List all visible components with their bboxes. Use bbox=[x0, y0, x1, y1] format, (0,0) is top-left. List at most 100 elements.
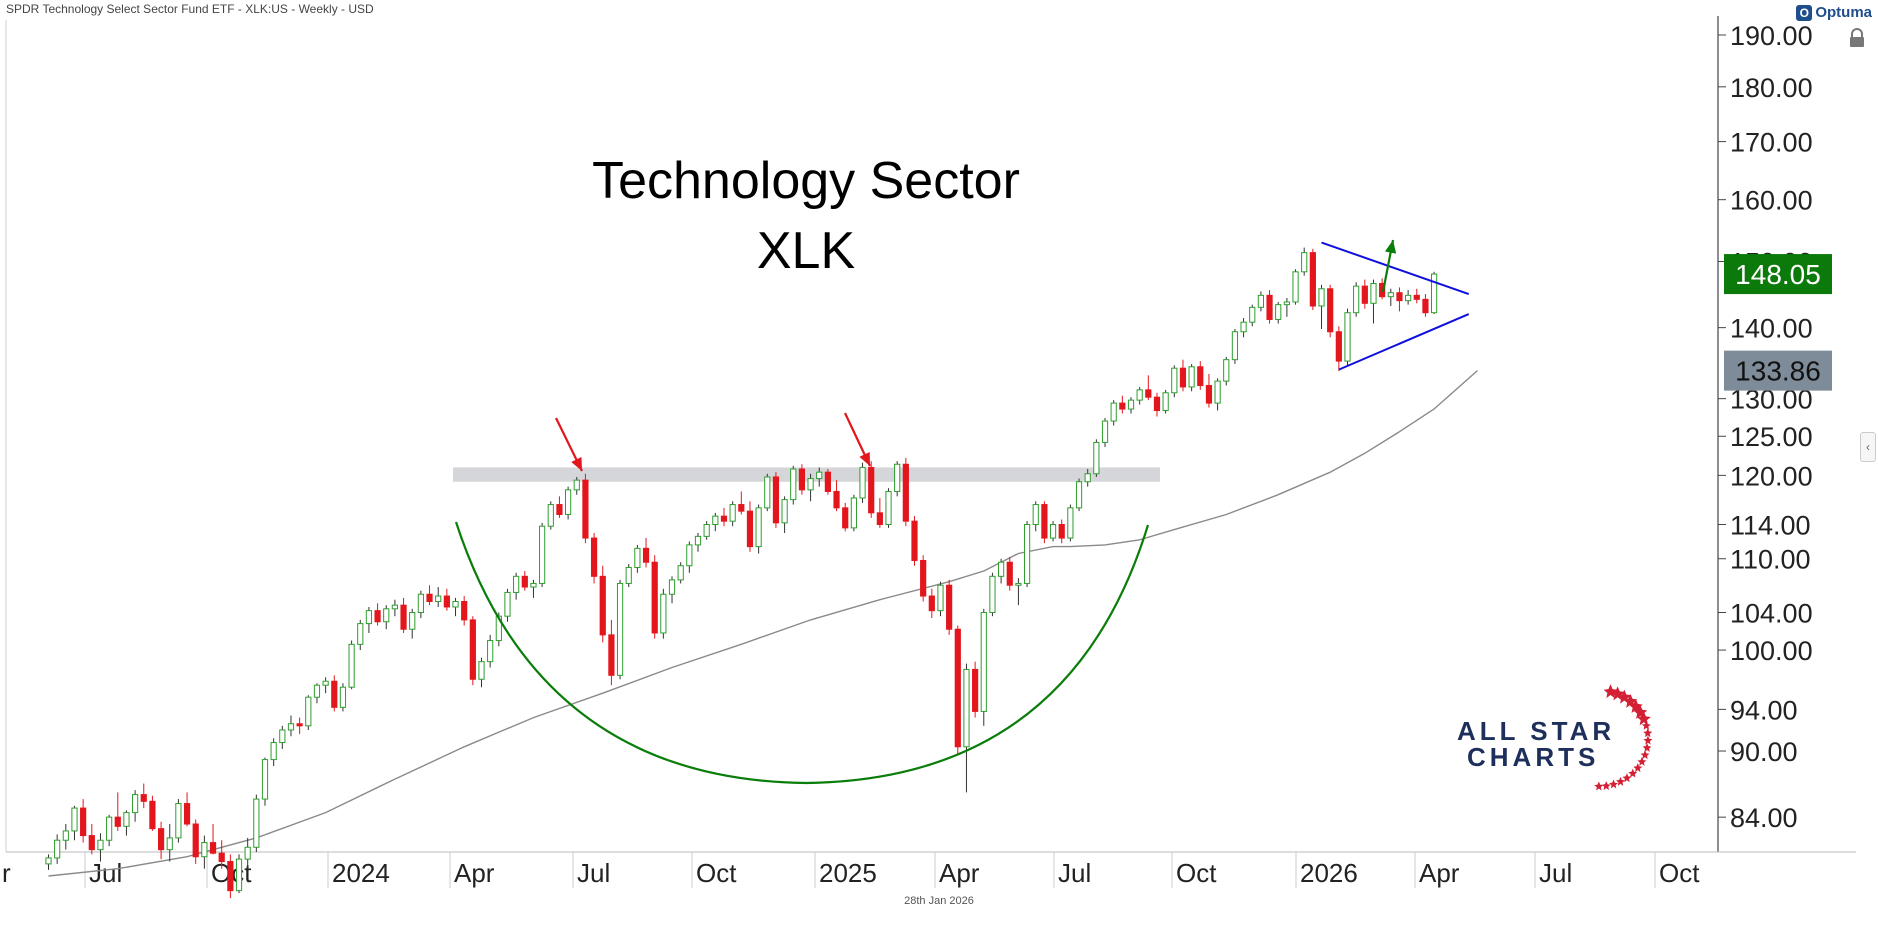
y-tick-label: 190.00 bbox=[1730, 21, 1813, 51]
candle bbox=[798, 464, 806, 495]
candle-body bbox=[54, 839, 61, 859]
candle-body bbox=[876, 512, 883, 526]
y-tick-label: 100.00 bbox=[1730, 636, 1813, 666]
candle bbox=[1335, 326, 1342, 372]
candle bbox=[1049, 521, 1057, 542]
brand-star-icon bbox=[1628, 768, 1638, 778]
candle-body bbox=[409, 611, 416, 630]
candle bbox=[54, 834, 61, 864]
candle bbox=[963, 663, 970, 793]
green-breakout-arrow-head bbox=[1384, 240, 1397, 254]
candle bbox=[1240, 318, 1247, 338]
candle bbox=[322, 677, 329, 694]
candle bbox=[1119, 395, 1126, 414]
candle-body bbox=[183, 803, 191, 825]
candle-body bbox=[885, 490, 892, 526]
candle-body bbox=[746, 510, 754, 548]
candle bbox=[712, 512, 719, 532]
candle bbox=[123, 810, 130, 836]
chart-date-footer: 28th Jan 2026 bbox=[904, 895, 974, 907]
candle bbox=[902, 457, 909, 527]
red-arrow-right bbox=[844, 412, 871, 467]
moving-average-line bbox=[48, 370, 1478, 877]
candle-body bbox=[452, 600, 459, 608]
brand-star-icon bbox=[1633, 763, 1643, 773]
candle bbox=[132, 790, 139, 822]
x-tick-label: Apr bbox=[1419, 858, 1460, 888]
candle-body bbox=[1327, 288, 1334, 333]
candle-body bbox=[1067, 507, 1074, 539]
moving-average-tag-label: 133.86 bbox=[1735, 356, 1821, 387]
optuma-logo: O Optuma bbox=[1796, 4, 1872, 21]
candle-body bbox=[279, 729, 286, 744]
candle bbox=[842, 502, 849, 532]
brand-star-icon bbox=[1622, 773, 1632, 783]
candle bbox=[305, 695, 312, 730]
candle-body bbox=[218, 852, 225, 863]
candle-body bbox=[1049, 524, 1057, 539]
y-tick-label: 180.00 bbox=[1730, 73, 1813, 103]
chart-subtitle: XLK bbox=[757, 222, 856, 280]
candle-body bbox=[322, 680, 329, 686]
candle bbox=[980, 608, 987, 726]
candle bbox=[504, 588, 511, 622]
candle-body bbox=[1110, 402, 1117, 422]
candle bbox=[1301, 247, 1308, 276]
candle-body bbox=[270, 742, 277, 761]
y-tick-label: 104.00 bbox=[1730, 598, 1813, 628]
candle-body bbox=[686, 544, 693, 567]
candle bbox=[296, 717, 303, 735]
candle bbox=[746, 501, 754, 552]
candle-body bbox=[703, 524, 710, 537]
candle-body bbox=[599, 575, 606, 636]
candle bbox=[331, 675, 338, 712]
candle-body bbox=[625, 566, 632, 584]
candle bbox=[106, 814, 113, 847]
candle-body bbox=[383, 608, 390, 623]
candle-body bbox=[1041, 504, 1048, 539]
collapse-panel-icon[interactable]: ‹ bbox=[1860, 432, 1876, 462]
candle bbox=[660, 588, 667, 639]
candle bbox=[149, 795, 156, 831]
candle-body bbox=[790, 468, 797, 501]
lock-icon[interactable] bbox=[1848, 28, 1866, 48]
candle bbox=[192, 819, 199, 864]
candle bbox=[859, 462, 866, 503]
candle-body bbox=[998, 561, 1005, 577]
candle-body bbox=[738, 504, 745, 512]
candle-body bbox=[209, 842, 217, 854]
candle bbox=[452, 597, 459, 617]
brand-line-2: CHARTS bbox=[1467, 742, 1599, 772]
candle bbox=[1422, 294, 1429, 317]
candle-body bbox=[1379, 283, 1386, 298]
candle-body bbox=[902, 463, 909, 522]
candle bbox=[998, 558, 1005, 584]
candle-body bbox=[755, 507, 762, 548]
candle-body bbox=[850, 497, 857, 529]
red-arrow-left bbox=[555, 417, 583, 472]
candle bbox=[599, 565, 606, 643]
candle bbox=[339, 683, 347, 712]
candle-body bbox=[1422, 298, 1429, 314]
x-tick-label: Oct bbox=[1659, 858, 1700, 888]
candle-body bbox=[582, 479, 589, 539]
candle-body bbox=[530, 582, 537, 588]
x-tick-label: Apr bbox=[939, 858, 980, 888]
candle bbox=[166, 824, 173, 862]
candle bbox=[175, 799, 182, 843]
candle bbox=[573, 476, 580, 495]
candle-body bbox=[911, 520, 918, 561]
candle bbox=[1101, 418, 1109, 448]
candle-body bbox=[920, 559, 927, 597]
candle bbox=[62, 824, 69, 850]
candle bbox=[270, 738, 277, 767]
candle bbox=[400, 597, 407, 633]
candle bbox=[1214, 378, 1221, 411]
candle bbox=[954, 625, 961, 756]
moving-average-tag-bg bbox=[1724, 350, 1832, 391]
candle-body bbox=[928, 595, 935, 612]
candle-body bbox=[937, 584, 944, 612]
x-tick-label: 2025 bbox=[819, 858, 877, 888]
candle-body bbox=[339, 686, 347, 708]
